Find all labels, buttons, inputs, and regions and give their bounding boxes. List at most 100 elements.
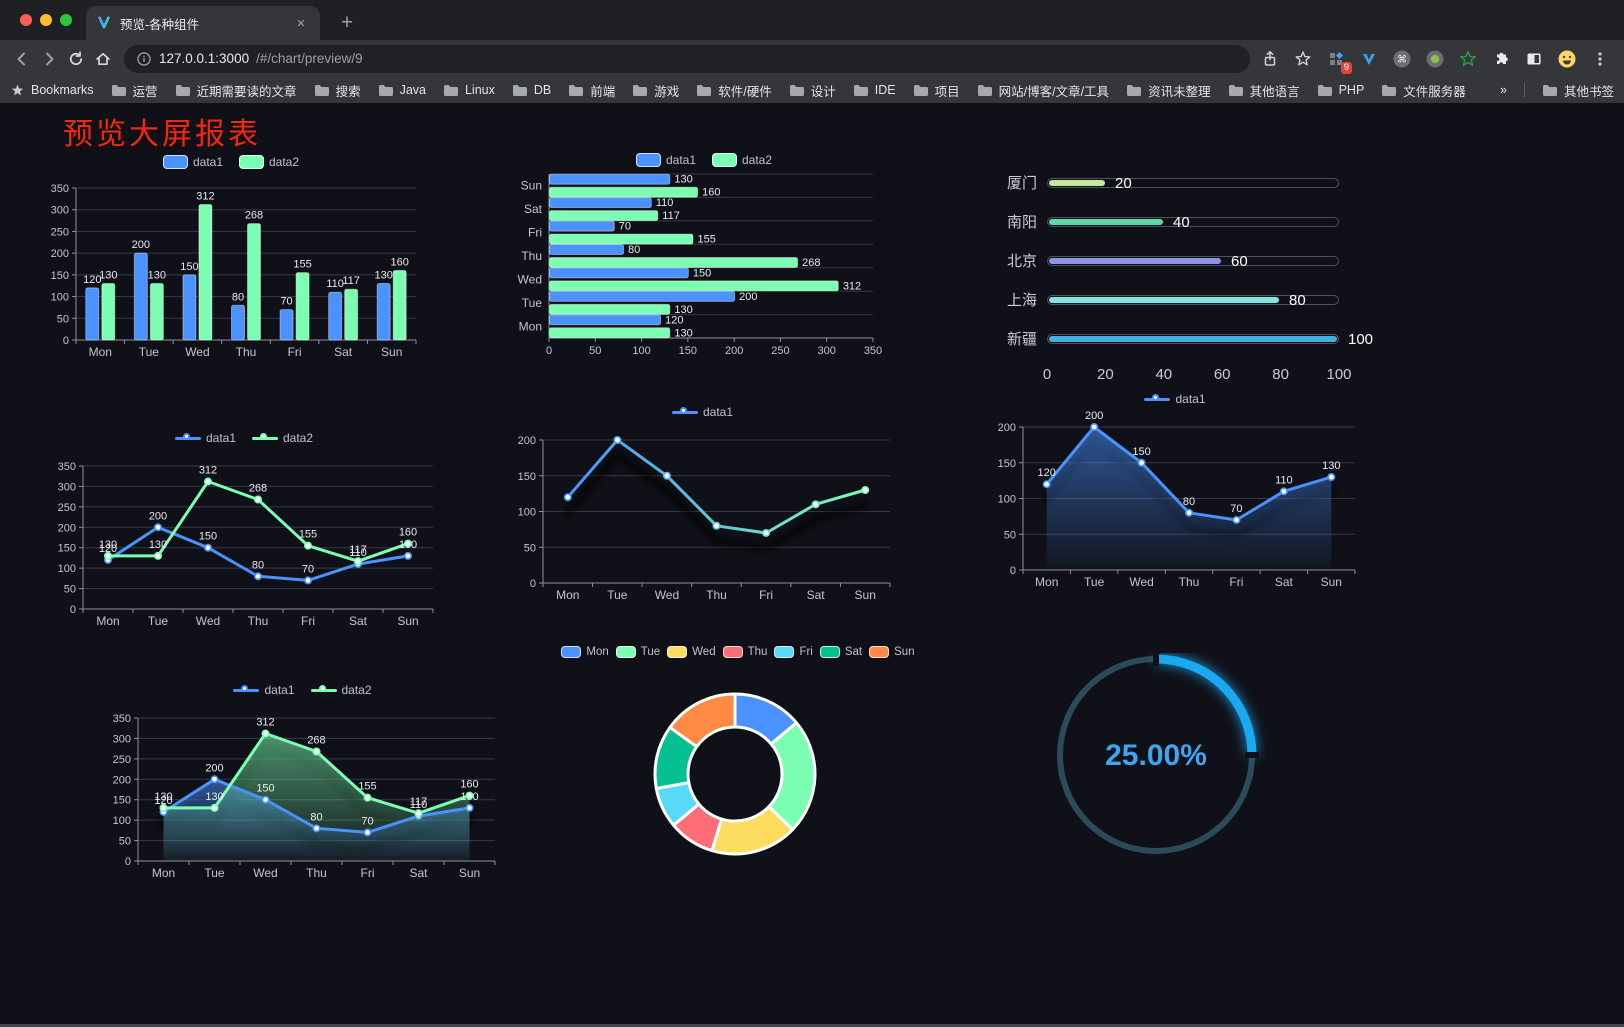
progress-track[interactable]: 40 bbox=[1047, 214, 1339, 231]
bookmarks-manager[interactable]: Bookmarks bbox=[10, 83, 94, 98]
svg-text:155: 155 bbox=[299, 529, 317, 541]
bookmark-label: Java bbox=[399, 83, 426, 97]
legend-item[interactable]: Thu bbox=[722, 646, 767, 658]
browser-tab[interactable]: 预览-各种组件 × bbox=[86, 6, 320, 40]
donut-canvas[interactable] bbox=[548, 662, 928, 894]
folder-icon bbox=[853, 84, 868, 96]
svg-text:150: 150 bbox=[51, 270, 69, 282]
donut-chart: Mon Tue Wed Thu Fri Sat Sun bbox=[548, 642, 928, 894]
svg-text:350: 350 bbox=[51, 183, 69, 195]
command-extension-button[interactable]: ⌘ bbox=[1390, 47, 1414, 71]
legend-item[interactable]: data1 bbox=[162, 155, 223, 169]
bookmarks-overflow-button[interactable]: » bbox=[1500, 83, 1507, 97]
reload-button[interactable] bbox=[62, 45, 89, 72]
svg-text:Fri: Fri bbox=[361, 866, 375, 880]
line-area-canvas[interactable]: 0 50 100 150 200 Mon Tue Wed Thu Fri Sat Sun 120 200 1… bbox=[985, 409, 1365, 594]
legend-item[interactable]: data2 bbox=[310, 683, 372, 697]
bookmark-item[interactable]: PHP bbox=[1317, 83, 1365, 97]
vue-devtools-button[interactable] bbox=[1357, 47, 1381, 71]
legend-item[interactable]: Mon bbox=[561, 646, 609, 658]
legend-item[interactable]: data2 bbox=[712, 153, 772, 167]
bookmark-item[interactable]: 文件服务器 bbox=[1381, 81, 1466, 100]
bookmark-item[interactable]: Java bbox=[378, 83, 426, 97]
legend-item[interactable]: data1 bbox=[635, 153, 696, 167]
bookmark-item[interactable]: 搜索 bbox=[314, 81, 361, 100]
legend-item[interactable]: data1 bbox=[671, 405, 733, 419]
puzzle-extensions-button[interactable] bbox=[1489, 47, 1513, 71]
forward-button[interactable] bbox=[35, 45, 62, 72]
bookmark-item[interactable]: Linux bbox=[443, 83, 495, 97]
folder-icon bbox=[1317, 84, 1332, 96]
kebab-menu-icon bbox=[1598, 51, 1602, 66]
emoji-extension-button[interactable] bbox=[1555, 47, 1579, 71]
new-tab-button[interactable]: + bbox=[340, 11, 354, 34]
legend-item[interactable]: Tue bbox=[615, 646, 661, 658]
svg-text:Fri: Fri bbox=[301, 614, 315, 628]
bookmark-item[interactable]: 其他语言 bbox=[1228, 81, 1300, 100]
share-button[interactable] bbox=[1258, 47, 1282, 71]
green-star-extension-button[interactable] bbox=[1456, 47, 1480, 71]
legend-swatch bbox=[712, 153, 737, 167]
gauge-canvas[interactable]: 25.00% bbox=[1043, 652, 1271, 865]
url-bar[interactable]: 127.0.0.1:3000 /#/chart/preview/9 bbox=[124, 44, 1250, 73]
bookmark-item[interactable]: 项目 bbox=[913, 81, 960, 100]
bookmark-star-button[interactable] bbox=[1291, 47, 1315, 71]
bar-vertical-canvas[interactable]: 0 50 100 150 200 250 300 350 Mon Tue Wed Thu Fri Sat S… bbox=[40, 172, 422, 364]
svg-text:130: 130 bbox=[205, 791, 223, 803]
other-bookmarks-button[interactable]: 其他书签 bbox=[1542, 81, 1614, 100]
legend-label: Tue bbox=[640, 646, 661, 658]
svg-text:Fri: Fri bbox=[288, 345, 302, 359]
legend-swatch bbox=[239, 155, 264, 169]
legend-item[interactable]: Wed bbox=[667, 646, 716, 658]
back-button[interactable] bbox=[8, 45, 35, 72]
bookmark-item[interactable]: 运营 bbox=[111, 81, 158, 100]
zoom-window-button[interactable] bbox=[60, 14, 72, 26]
progress-track[interactable]: 20 bbox=[1047, 175, 1339, 192]
svg-text:Mon: Mon bbox=[556, 588, 579, 602]
bookmark-item[interactable]: 近期需要读的文章 bbox=[175, 81, 297, 100]
bookmark-item[interactable]: 设计 bbox=[789, 81, 836, 100]
svg-text:Thu: Thu bbox=[706, 588, 727, 602]
tab-close-icon[interactable]: × bbox=[296, 14, 306, 32]
svg-text:Fri: Fri bbox=[759, 588, 773, 602]
bookmark-item[interactable]: DB bbox=[512, 83, 551, 97]
progress-track[interactable]: 80 bbox=[1047, 292, 1339, 309]
progress-track[interactable]: 60 bbox=[1047, 253, 1339, 270]
minimize-window-button[interactable] bbox=[40, 14, 52, 26]
bookmark-label: Linux bbox=[464, 83, 495, 97]
legend-item[interactable]: data1 bbox=[174, 431, 236, 445]
close-window-button[interactable] bbox=[20, 14, 32, 26]
legend-item[interactable]: Sat bbox=[819, 646, 862, 658]
svg-text:250: 250 bbox=[113, 754, 131, 766]
bookmark-item[interactable]: 软件/硬件 bbox=[696, 81, 772, 100]
progress-label: 上海 bbox=[1006, 292, 1037, 309]
site-info-icon[interactable] bbox=[136, 51, 152, 67]
extension-grid-button[interactable]: 9 bbox=[1324, 47, 1352, 74]
line-two-series-canvas[interactable]: 0 50 100 150 200 250 300 350 Mon Tue Wed Thu Fri Sat S… bbox=[45, 448, 443, 633]
progress-track[interactable]: 100 bbox=[1047, 331, 1373, 348]
bookmark-item[interactable]: 前端 bbox=[568, 81, 615, 100]
chart-legend: data1 data2 bbox=[45, 428, 443, 448]
bookmark-item[interactable]: 游戏 bbox=[632, 81, 679, 100]
legend-item[interactable]: data2 bbox=[252, 431, 313, 445]
bookmark-item[interactable]: 网站/博客/文章/工具 bbox=[977, 81, 1109, 100]
legend-item[interactable]: data1 bbox=[1144, 392, 1206, 406]
bookmark-item[interactable]: 资讯未整理 bbox=[1126, 81, 1211, 100]
line-two-area-canvas[interactable]: 0 50 100 150 200 250 300 350 Mon Tue Wed Thu Fri Sat S… bbox=[100, 700, 505, 885]
line-gradient-canvas[interactable]: 0 50 100 150 200 Mon Tue Wed Thu Fri Sat Sun bbox=[505, 422, 900, 607]
sidebar-toggle-button[interactable] bbox=[1522, 47, 1546, 71]
browser-menu-button[interactable] bbox=[1588, 47, 1612, 71]
legend-item[interactable]: data2 bbox=[239, 155, 299, 169]
home-button[interactable] bbox=[89, 45, 116, 72]
legend-item[interactable]: data1 bbox=[233, 683, 295, 697]
svg-text:100: 100 bbox=[632, 345, 650, 357]
recorder-extension-button[interactable] bbox=[1423, 47, 1447, 71]
bookmark-label: 资讯未整理 bbox=[1148, 84, 1211, 99]
bookmark-label: PHP bbox=[1338, 83, 1365, 97]
legend-item[interactable]: Sun bbox=[869, 646, 915, 658]
folder-icon bbox=[697, 84, 712, 96]
svg-text:Thu: Thu bbox=[236, 345, 257, 359]
bookmark-item[interactable]: IDE bbox=[853, 83, 896, 97]
legend-item[interactable]: Fri bbox=[774, 646, 813, 658]
